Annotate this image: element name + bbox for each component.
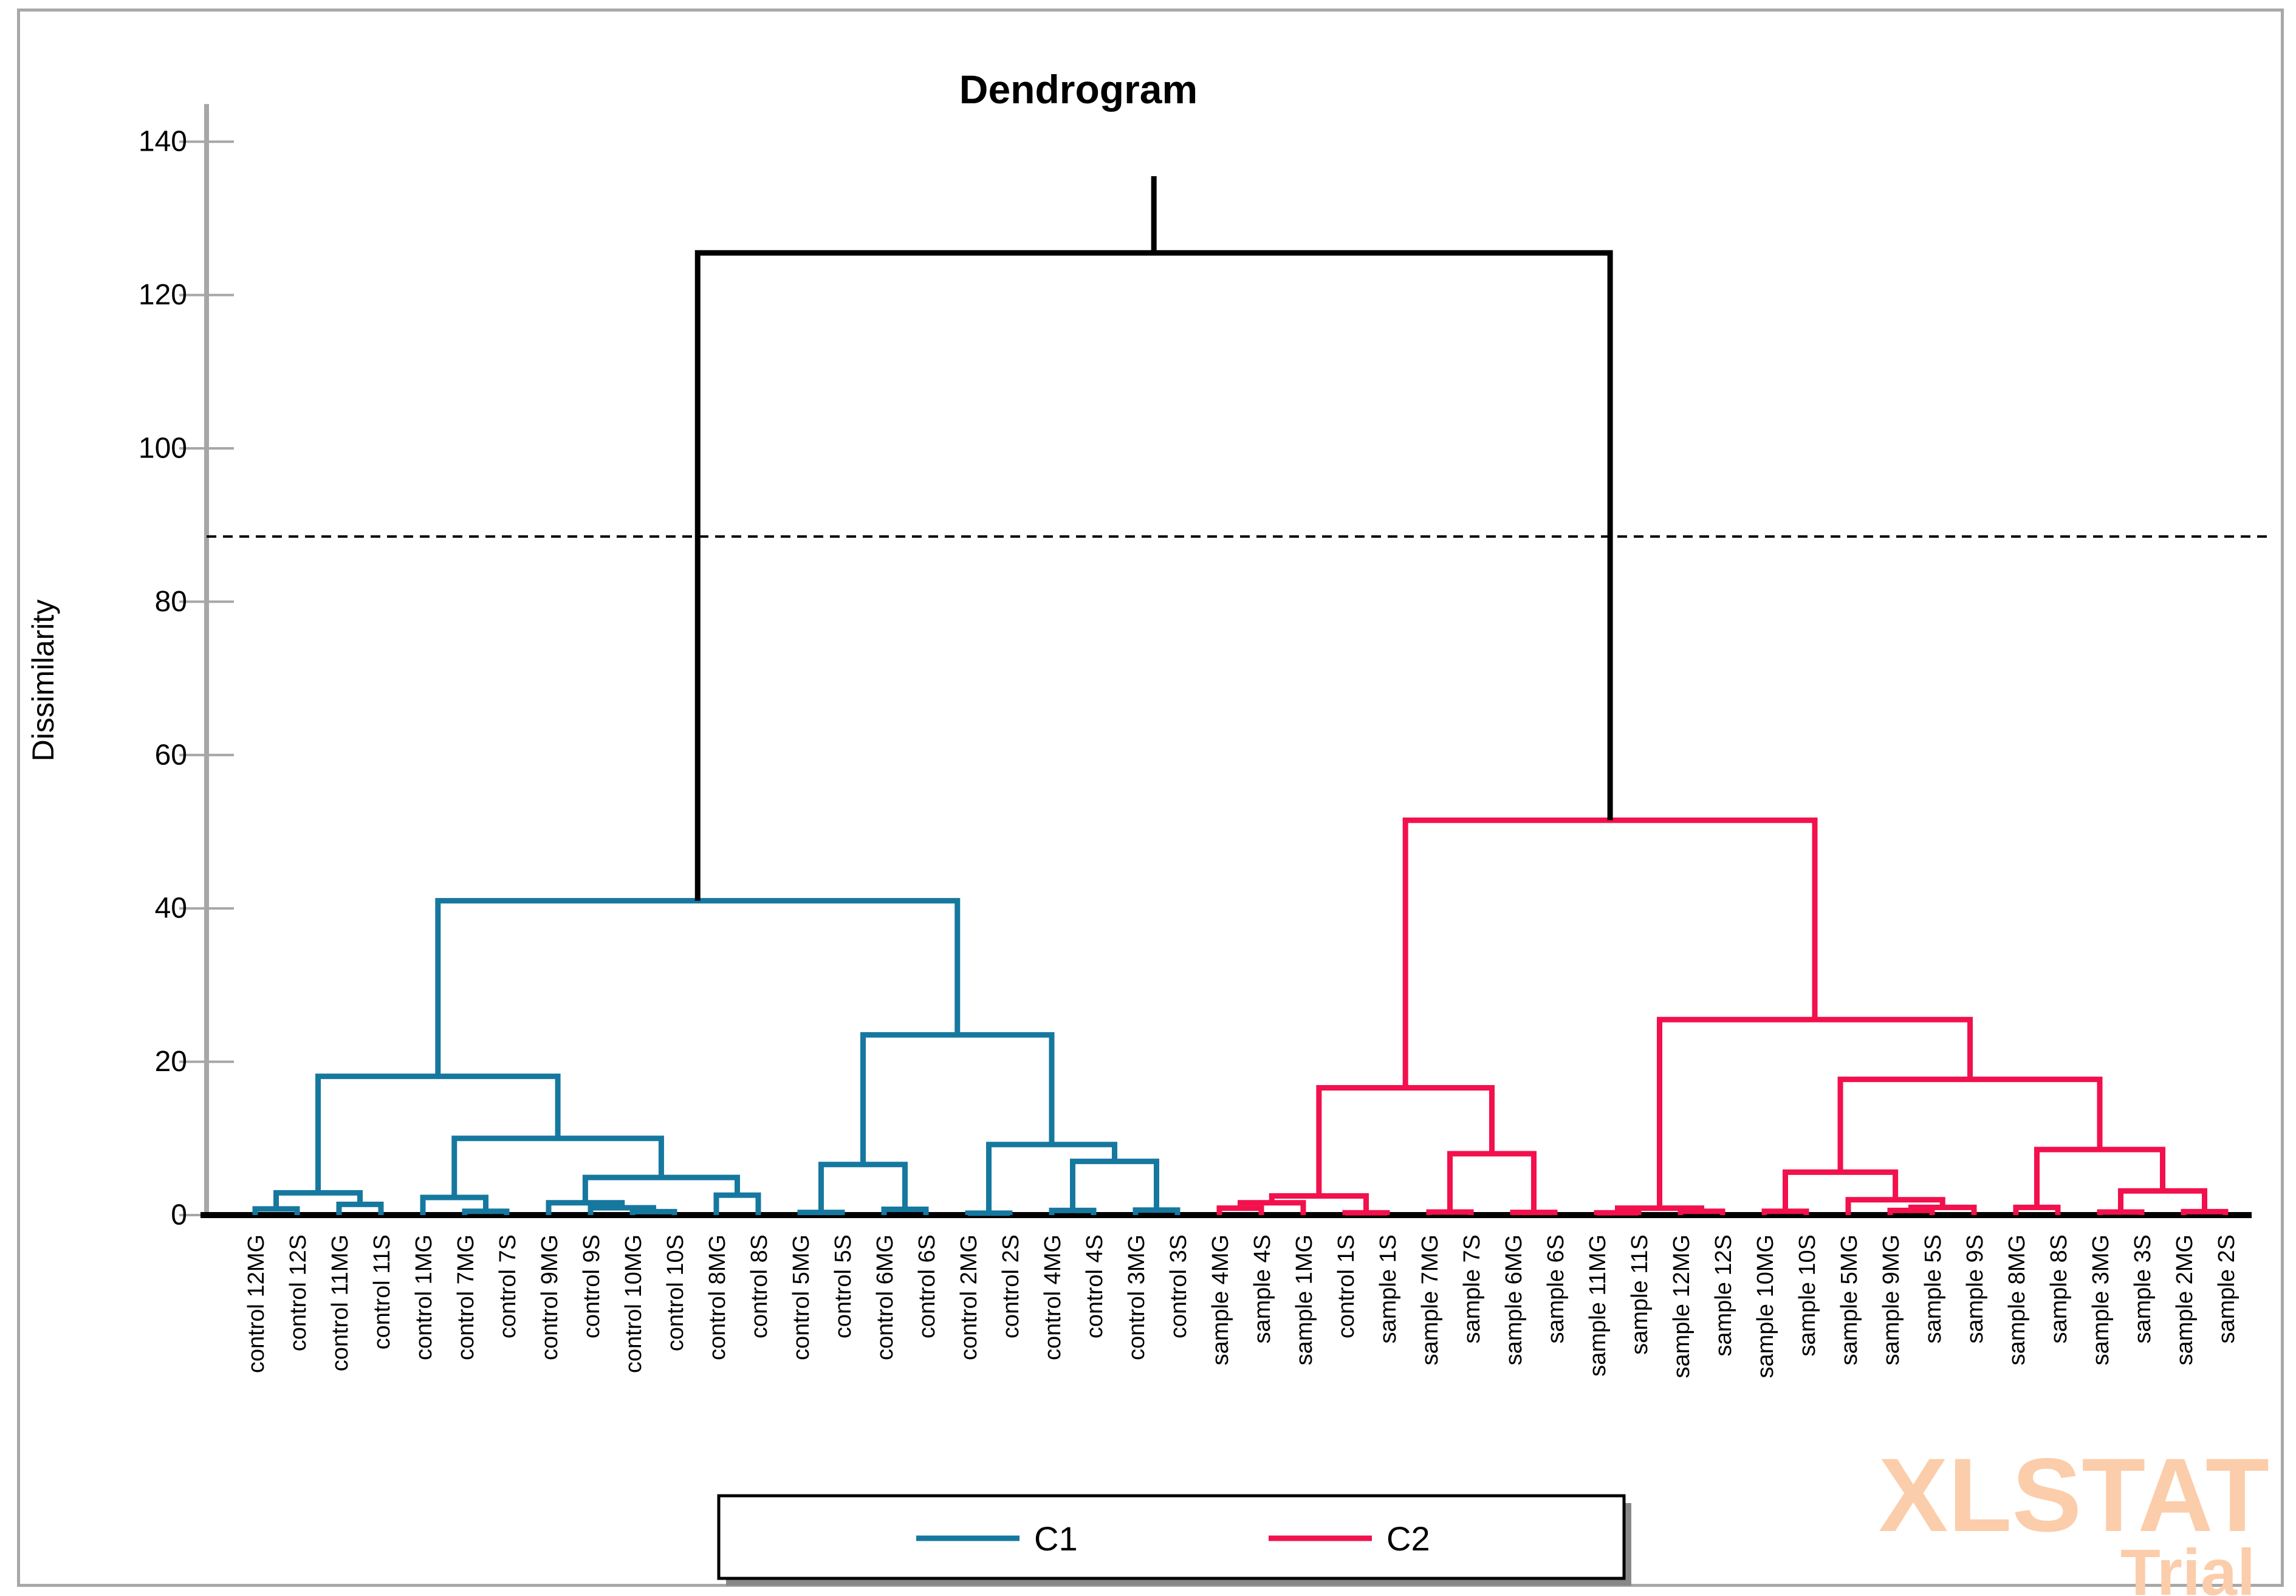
leaf-label: sample 1S bbox=[1376, 1235, 1401, 1344]
leaf-label: control 6S bbox=[914, 1235, 940, 1338]
leaf-label: sample 8MG bbox=[2004, 1235, 2030, 1365]
dendrogram-link-c2 bbox=[1342, 1210, 1390, 1216]
y-tick-label: 80 bbox=[155, 586, 187, 618]
leaf-label: sample 8S bbox=[2046, 1235, 2072, 1344]
dendrogram-link-c2 bbox=[1238, 1200, 1306, 1215]
leaf-label: sample 10MG bbox=[1753, 1235, 1778, 1379]
dendrogram-link-c2 bbox=[1837, 1077, 2103, 1173]
leaf-label: sample 12MG bbox=[1669, 1235, 1695, 1379]
dendrogram-link-c2 bbox=[1316, 1085, 1495, 1196]
dendrogram-link-c1 bbox=[965, 1210, 1013, 1216]
dendrogram-link-root bbox=[694, 250, 1613, 901]
leaf-label: sample 5S bbox=[1921, 1235, 1946, 1344]
dendrogram-link-c1 bbox=[881, 1207, 929, 1215]
leaf-label: sample 5MG bbox=[1837, 1235, 1862, 1365]
watermark-xlstat: XLSTAT bbox=[1879, 1437, 2269, 1553]
dendrogram-link-c1 bbox=[315, 1074, 561, 1193]
y-tick-label: 60 bbox=[155, 739, 187, 771]
dendrogram-link-c1 bbox=[1049, 1207, 1097, 1215]
leaf-label: sample 10S bbox=[1795, 1235, 1820, 1357]
axes: 0 20 40 60 80 100 120 140 bbox=[139, 104, 2274, 1231]
chart-title: Dendrogram bbox=[959, 67, 1198, 112]
leaf-label: sample 9S bbox=[1962, 1235, 1988, 1344]
leaf-label: control 8S bbox=[747, 1235, 772, 1338]
y-tick-label: 140 bbox=[139, 126, 187, 158]
dendrogram-link-c2 bbox=[1657, 1016, 1973, 1208]
dendrogram-link-c1 bbox=[435, 898, 961, 1077]
leaf-label: control 9S bbox=[579, 1235, 605, 1338]
legend-label-c2: C2 bbox=[1386, 1519, 1430, 1558]
leaf-label: sample 1MG bbox=[1292, 1235, 1317, 1365]
leaf-label: control 12MG bbox=[244, 1235, 269, 1373]
legend-label-c1: C1 bbox=[1034, 1519, 1078, 1558]
leaf-label: control 5MG bbox=[789, 1235, 814, 1360]
dendrogram-tree bbox=[252, 176, 2229, 1216]
leaf-label: sample 6MG bbox=[1501, 1235, 1527, 1365]
leaf-label: control 10S bbox=[663, 1235, 688, 1351]
dendrogram-link-c1 bbox=[986, 1142, 1117, 1213]
dendrogram-link-c2 bbox=[1402, 817, 1818, 1088]
leaf-label: control 7S bbox=[495, 1235, 521, 1338]
leaf-label: control 4MG bbox=[1040, 1235, 1066, 1360]
y-tick-label: 120 bbox=[139, 279, 187, 311]
leaf-label: control 8MG bbox=[705, 1235, 730, 1360]
dendrogram-link-c2 bbox=[1887, 1207, 1935, 1215]
leaf-label: sample 12S bbox=[1711, 1235, 1736, 1357]
leaf-label: control 9MG bbox=[537, 1235, 563, 1360]
legend: C1 C2 bbox=[717, 1494, 1631, 1586]
y-tick-label: 20 bbox=[155, 1046, 187, 1078]
dendrogram-link-c2 bbox=[2118, 1188, 2207, 1212]
leaf-label: control 3MG bbox=[1124, 1235, 1150, 1360]
leaf-label: sample 2MG bbox=[2172, 1235, 2198, 1365]
leaf-label: sample 4S bbox=[1250, 1235, 1275, 1344]
leaf-label: sample 9MG bbox=[1879, 1235, 1904, 1365]
dendrogram-link-c2 bbox=[1510, 1210, 1558, 1216]
dendrogram-link-c2 bbox=[1594, 1210, 1642, 1216]
dendrogram-link-c1 bbox=[818, 1162, 908, 1213]
leaf-label: sample 6S bbox=[1543, 1235, 1569, 1344]
leaf-label: control 6MG bbox=[872, 1235, 898, 1360]
leaf-label: sample 7S bbox=[1459, 1235, 1485, 1344]
dendrogram-link-c2 bbox=[1783, 1169, 1899, 1211]
y-tick-label: 0 bbox=[171, 1199, 187, 1231]
leaf-label: sample 11S bbox=[1627, 1235, 1653, 1355]
leaf-labels: control 12MG control 12S control 11MG contr… bbox=[244, 1235, 2239, 1379]
leaf-label: sample 3S bbox=[2130, 1235, 2156, 1344]
dendrogram-link-c1 bbox=[1070, 1159, 1159, 1211]
y-axis-label: Dissimilarity bbox=[26, 600, 60, 762]
watermark-trial: Trial bbox=[2120, 1535, 2255, 1596]
dendrogram-link-c1 bbox=[546, 1200, 625, 1215]
y-tick-label: 40 bbox=[155, 892, 187, 925]
leaf-label: control 11S bbox=[369, 1235, 395, 1349]
leaf-label: control 1MG bbox=[411, 1235, 437, 1360]
legend-box bbox=[717, 1494, 1626, 1580]
dendrogram-link-c2 bbox=[2034, 1146, 2165, 1208]
leaf-label: sample 3MG bbox=[2088, 1235, 2114, 1365]
dendrogram-link-c1 bbox=[1133, 1207, 1181, 1215]
dendrogram-link-c1 bbox=[797, 1210, 845, 1216]
leaf-label: control 10MG bbox=[621, 1235, 646, 1373]
y-tick-label: 100 bbox=[139, 433, 187, 465]
leaf-label: control 3S bbox=[1166, 1235, 1191, 1338]
leaf-label: sample 11MG bbox=[1585, 1235, 1611, 1377]
dendrogram-link-c1 bbox=[451, 1135, 664, 1197]
dendrogram-link-c2 bbox=[1447, 1151, 1537, 1213]
leaf-label: sample 2S bbox=[2214, 1235, 2239, 1344]
leaf-label: control 2MG bbox=[956, 1235, 982, 1360]
leaf-label: sample 7MG bbox=[1417, 1235, 1443, 1365]
figure-border bbox=[17, 9, 2284, 1587]
leaf-label: control 5S bbox=[831, 1235, 856, 1338]
dendrogram-link-c2 bbox=[2097, 1209, 2145, 1215]
dendrogram-link-c2 bbox=[1426, 1209, 1474, 1215]
leaf-label: control 4S bbox=[1082, 1235, 1108, 1338]
leaf-label: control 7MG bbox=[453, 1235, 479, 1360]
leaf-label: control 2S bbox=[998, 1235, 1024, 1338]
dendrogram-link-c1 bbox=[713, 1192, 761, 1215]
leaf-label: control 11MG bbox=[327, 1235, 353, 1371]
leaf-label: control 12S bbox=[286, 1235, 311, 1351]
leaf-label: sample 4MG bbox=[1208, 1235, 1233, 1365]
leaf-label: control 1S bbox=[1334, 1235, 1359, 1338]
